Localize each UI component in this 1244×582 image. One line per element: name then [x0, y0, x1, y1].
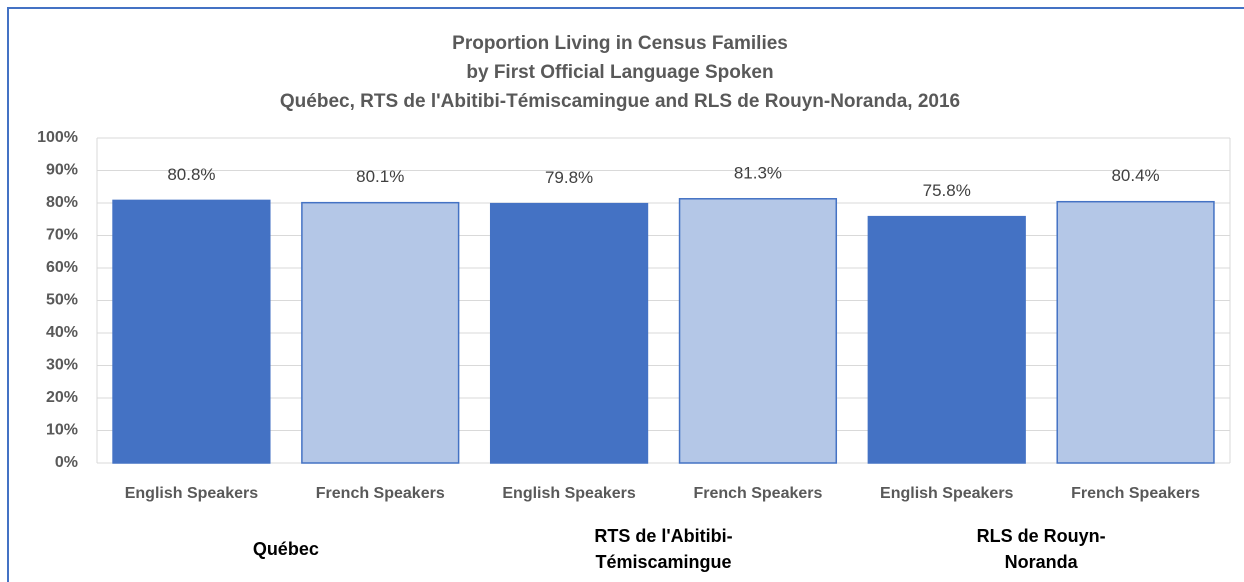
data-label: 75.8%: [923, 181, 971, 200]
y-tick-label: 0%: [55, 454, 78, 471]
bar: [678, 198, 838, 464]
data-label: 80.8%: [167, 165, 215, 184]
y-tick-label: 100%: [37, 129, 78, 146]
x-tick-label: English Speakers: [880, 485, 1013, 502]
data-label: 79.8%: [545, 168, 593, 187]
group-label: RLS de Rouyn-Noranda: [976, 526, 1106, 572]
y-tick-label: 90%: [46, 162, 78, 179]
x-tick-label: French Speakers: [1071, 485, 1200, 502]
bar: [1056, 200, 1215, 464]
bar: [867, 215, 1026, 464]
group-label: Québec: [252, 539, 319, 559]
y-tick-label: 30%: [46, 357, 78, 374]
chart-title: by First Official Language Spoken: [466, 62, 773, 83]
data-label: 80.1%: [356, 167, 404, 186]
bar: [489, 202, 649, 464]
chart-title: Québec, RTS de l'Abitibi-Témiscamingue a…: [280, 91, 960, 112]
y-tick-label: 80%: [46, 194, 78, 211]
x-tick-label: French Speakers: [693, 485, 822, 502]
y-tick-label: 40%: [46, 324, 78, 341]
x-tick-label: English Speakers: [502, 485, 635, 502]
y-tick-label: 70%: [46, 227, 78, 244]
chart-title: Proportion Living in Census Families: [452, 33, 788, 54]
x-tick-label: French Speakers: [316, 485, 445, 502]
data-label: 80.4%: [1111, 166, 1159, 185]
y-tick-label: 50%: [46, 292, 78, 309]
frame: [7, 7, 1244, 582]
y-tick-label: 60%: [46, 259, 78, 276]
group-label: RTS de l'Abitibi-Témiscamingue: [594, 526, 733, 572]
x-tick-label: English Speakers: [125, 485, 258, 502]
data-label: 81.3%: [734, 163, 782, 182]
bar: [301, 201, 460, 464]
y-tick-label: 10%: [46, 422, 78, 439]
y-tick-label: 20%: [46, 389, 78, 406]
bar: [112, 199, 271, 464]
